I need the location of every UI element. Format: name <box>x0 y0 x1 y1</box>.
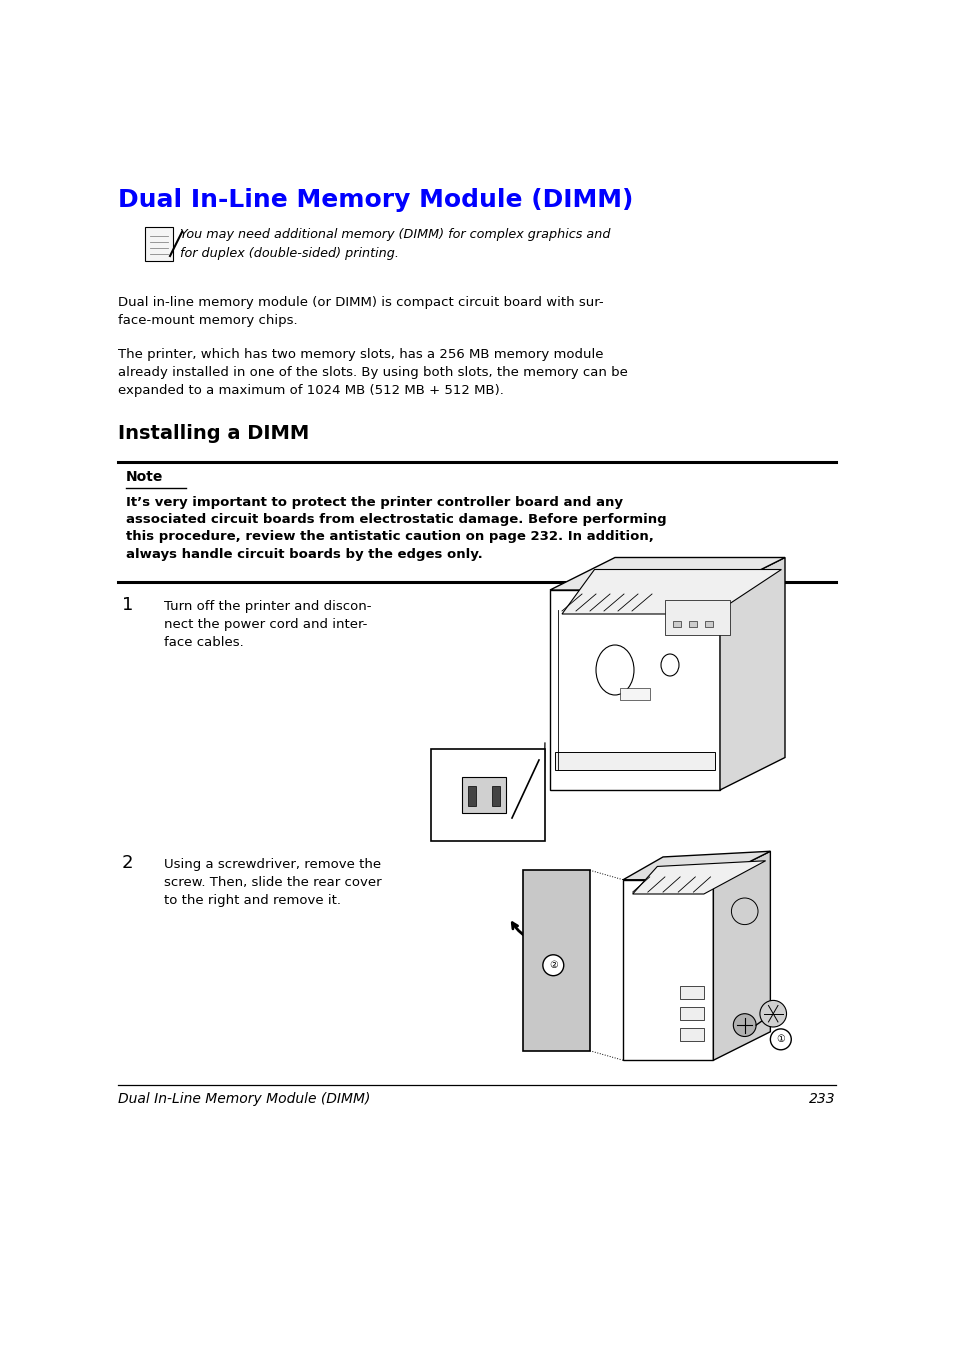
Text: Dual in-line memory module (or DIMM) is compact circuit board with sur-
face-mou: Dual in-line memory module (or DIMM) is … <box>118 296 603 327</box>
Polygon shape <box>550 590 720 790</box>
Bar <box>468 786 476 806</box>
Bar <box>492 786 499 806</box>
Text: Using a screwdriver, remove the
screw. Then, slide the rear cover
to the right a: Using a screwdriver, remove the screw. T… <box>164 859 381 907</box>
Text: Dual In-Line Memory Module (DIMM): Dual In-Line Memory Module (DIMM) <box>118 188 633 212</box>
Bar <box>461 778 505 813</box>
Bar <box>679 1027 703 1041</box>
Text: 1: 1 <box>122 595 133 614</box>
Text: ②: ② <box>548 960 558 971</box>
Circle shape <box>733 1014 756 1037</box>
Circle shape <box>542 954 563 976</box>
Polygon shape <box>561 570 781 614</box>
Polygon shape <box>523 871 589 1050</box>
Text: Dual In-Line Memory Module (DIMM): Dual In-Line Memory Module (DIMM) <box>118 1092 370 1106</box>
Bar <box>704 621 712 626</box>
Bar <box>555 752 714 769</box>
Text: The printer, which has two memory slots, has a 256 MB memory module
already inst: The printer, which has two memory slots,… <box>118 348 627 397</box>
Text: 2: 2 <box>122 855 133 872</box>
Polygon shape <box>720 558 784 790</box>
Text: It’s very important to protect the printer controller board and any
associated c: It’s very important to protect the print… <box>126 495 666 560</box>
Text: 233: 233 <box>808 1092 835 1106</box>
Text: You may need additional memory (DIMM) for complex graphics and
for duplex (doubl: You may need additional memory (DIMM) fo… <box>180 228 610 259</box>
Text: ①: ① <box>776 1034 784 1045</box>
Bar <box>619 688 649 701</box>
Bar <box>679 986 703 999</box>
Bar <box>672 621 680 626</box>
Circle shape <box>760 1000 785 1027</box>
Polygon shape <box>622 852 770 880</box>
FancyBboxPatch shape <box>145 227 172 261</box>
Text: Installing a DIMM: Installing a DIMM <box>118 424 309 443</box>
Bar <box>688 621 697 626</box>
Bar <box>679 1007 703 1021</box>
Polygon shape <box>713 852 770 1060</box>
Polygon shape <box>622 880 713 1060</box>
Text: Turn off the printer and discon-
nect the power cord and inter-
face cables.: Turn off the printer and discon- nect th… <box>164 599 371 649</box>
Polygon shape <box>632 861 765 894</box>
Polygon shape <box>550 558 784 590</box>
Bar <box>664 599 729 634</box>
Circle shape <box>770 1029 790 1050</box>
FancyBboxPatch shape <box>431 749 544 841</box>
Text: Note: Note <box>126 470 163 485</box>
